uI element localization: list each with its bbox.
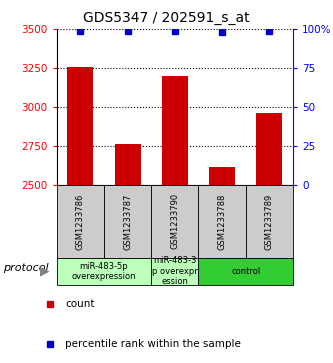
Bar <box>198 185 246 258</box>
Bar <box>151 185 198 258</box>
Text: miR-483-5p
overexpression: miR-483-5p overexpression <box>72 262 136 281</box>
Text: GSM1233787: GSM1233787 <box>123 193 132 250</box>
Bar <box>104 185 151 258</box>
Bar <box>198 258 293 285</box>
Bar <box>162 76 188 185</box>
Text: GSM1233788: GSM1233788 <box>217 193 227 250</box>
Text: control: control <box>231 267 260 276</box>
Text: ▶: ▶ <box>40 265 50 278</box>
Text: GDS5347 / 202591_s_at: GDS5347 / 202591_s_at <box>83 11 250 25</box>
Bar <box>67 67 93 185</box>
Bar <box>256 113 282 185</box>
Text: GSM1233790: GSM1233790 <box>170 193 179 249</box>
Text: miR-483-3
p overexpr
ession: miR-483-3 p overexpr ession <box>152 256 198 286</box>
Bar <box>115 144 141 185</box>
Bar <box>209 167 235 185</box>
Text: count: count <box>65 299 95 309</box>
Bar <box>57 258 151 285</box>
Bar <box>151 258 198 285</box>
Bar <box>246 185 293 258</box>
Text: protocol: protocol <box>3 263 49 273</box>
Bar <box>57 185 104 258</box>
Text: GSM1233786: GSM1233786 <box>76 193 85 250</box>
Text: GSM1233789: GSM1233789 <box>265 193 274 249</box>
Text: percentile rank within the sample: percentile rank within the sample <box>65 339 241 349</box>
